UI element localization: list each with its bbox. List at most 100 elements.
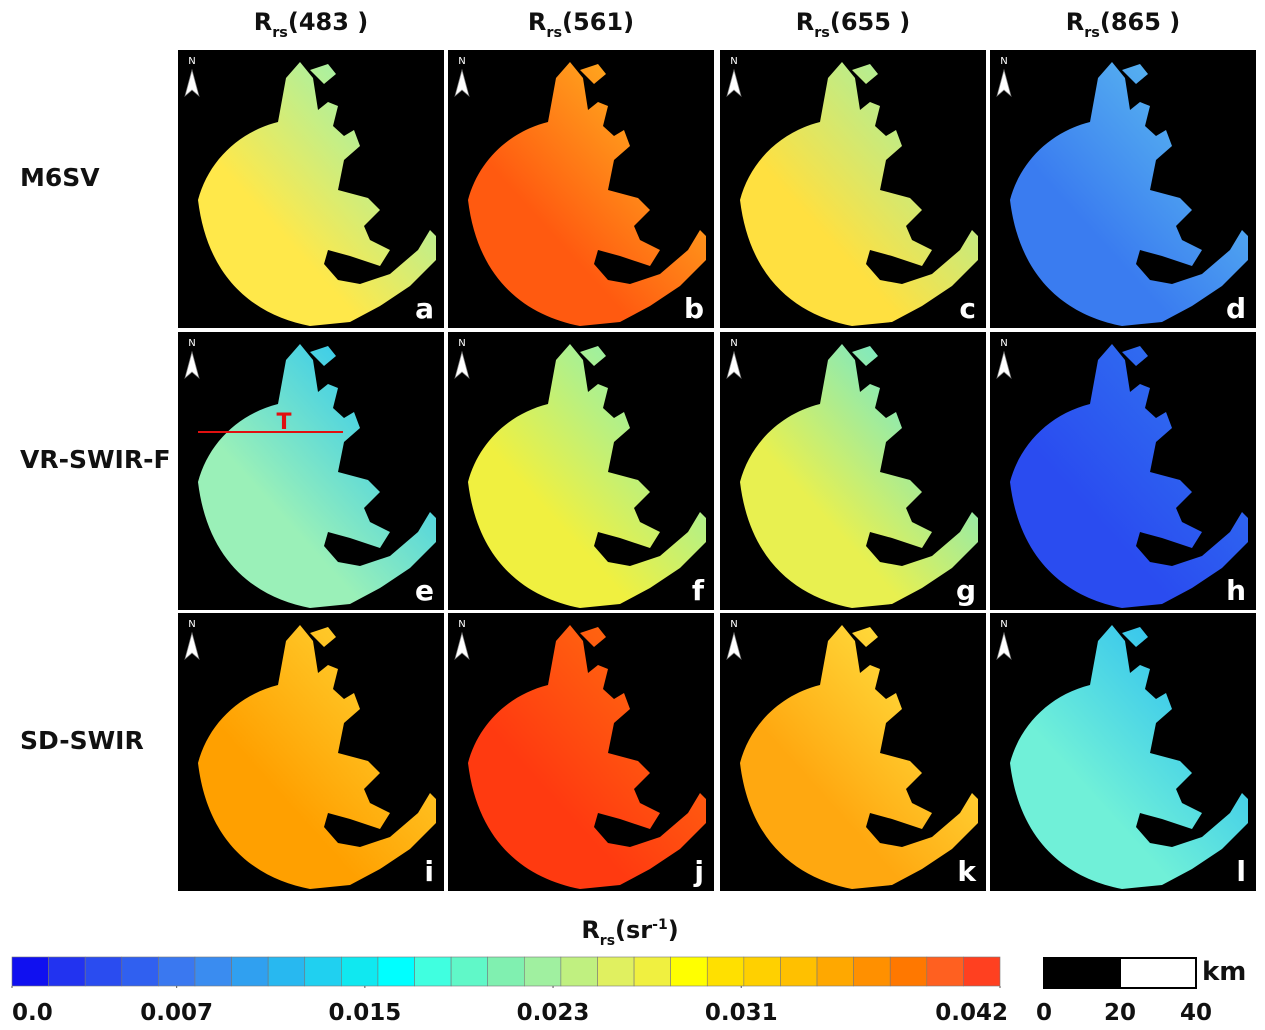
panel-letter: c [959, 292, 976, 325]
map-panel: Nc [720, 50, 986, 328]
panel-letter: f [692, 574, 705, 607]
map-panel: Ni [178, 613, 444, 891]
colorbar-cell [158, 956, 196, 987]
colorbar-tick-label: 0.007 [140, 1000, 213, 1026]
scale-unit: km [1202, 957, 1246, 987]
panel-letter: k [957, 855, 977, 888]
north-arrow [454, 631, 470, 661]
colorbar-cell [121, 956, 159, 987]
title-main: R [581, 916, 599, 944]
label-main: R [796, 8, 814, 36]
column-header: Rrs(865 ) [1066, 8, 1181, 41]
scale-tick-label: 0 [1036, 1000, 1052, 1026]
label-rest: (561) [562, 8, 634, 36]
column-header: Rrs(561) [528, 8, 634, 41]
row-label: SD-SWIR [20, 726, 144, 755]
colorbar-cell [487, 956, 525, 987]
colorbar-cell [231, 956, 269, 987]
panel-letter: h [1226, 574, 1246, 607]
colorbar-cell [633, 956, 671, 987]
north-arrow [726, 68, 742, 98]
map-panel: Nh [990, 332, 1256, 610]
north-arrow [454, 350, 470, 380]
north-label: N [458, 56, 465, 67]
scale-segment [1119, 957, 1197, 989]
label-sub: rs [1084, 25, 1100, 41]
north-label: N [1000, 338, 1007, 349]
north-arrow [184, 350, 200, 380]
colorbar-cell [11, 956, 49, 987]
label-sub: rs [546, 25, 562, 41]
title-sub: rs [600, 933, 615, 949]
colorbar-tick-label: 0.042 [935, 1000, 1008, 1026]
colorbar-cell [963, 956, 1001, 987]
label-main: R [528, 8, 546, 36]
map-panel: Nf [448, 332, 714, 610]
panel-letter: l [1236, 855, 1246, 888]
colorbar-cell [560, 956, 598, 987]
label-rest: (655 ) [830, 8, 910, 36]
title-rest: (sr [615, 916, 652, 944]
label-sub: rs [814, 25, 830, 41]
colorbar-cell [743, 956, 781, 987]
colorbar-tick-label: 0.015 [328, 1000, 401, 1026]
colorbar-title: Rrs(sr-1) [581, 916, 678, 949]
colorbar-cell [816, 956, 854, 987]
colorbar-cell [450, 956, 489, 987]
panel-letter: d [1226, 292, 1246, 325]
label-main: R [1066, 8, 1084, 36]
panel-letter: j [693, 855, 704, 888]
colorbar-cell [377, 956, 415, 987]
colorbar-tick-label: 0.023 [517, 1000, 590, 1026]
label-sub: rs [272, 25, 288, 41]
north-label: N [730, 56, 737, 67]
colorbar-cell [84, 956, 123, 987]
colorbar-cell [523, 956, 562, 987]
north-arrow [184, 68, 200, 98]
map-panel: Nj [448, 613, 714, 891]
label-rest: (483 ) [288, 8, 368, 36]
map-panel: Nl [990, 613, 1256, 891]
north-arrow [996, 631, 1012, 661]
colorbar-cell [304, 956, 342, 987]
colorbar-cell [706, 956, 745, 987]
colorbar-cell [670, 956, 708, 987]
colorbar-cell [194, 956, 232, 987]
panel-letter: g [956, 574, 976, 607]
north-label: N [188, 56, 195, 67]
map-panel: Ne T [178, 332, 444, 610]
colorbar-tick-label: 0.0 [12, 1000, 53, 1026]
colorbar-tick-label: 0.031 [705, 1000, 778, 1026]
row-label: M6SV [20, 163, 100, 192]
colorbar-cell [853, 956, 891, 987]
north-label: N [1000, 619, 1007, 630]
colorbar-cell [341, 956, 379, 987]
colorbar-cell [780, 956, 818, 987]
scale-segment [1043, 957, 1121, 989]
colorbar-cell [597, 956, 635, 987]
scale-tick-label: 20 [1104, 1000, 1136, 1026]
map-panel: Ng [720, 332, 986, 610]
north-arrow [996, 350, 1012, 380]
north-label: N [458, 338, 465, 349]
north-label: N [458, 619, 465, 630]
panel-letter: i [424, 855, 434, 888]
north-label: N [188, 619, 195, 630]
north-arrow [726, 350, 742, 380]
north-arrow [726, 631, 742, 661]
title-sup: -1 [652, 917, 668, 933]
north-label: N [730, 338, 737, 349]
north-arrow [454, 68, 470, 98]
north-label: N [1000, 56, 1007, 67]
colorbar-cell [267, 956, 306, 987]
label-rest: (865 ) [1100, 8, 1180, 36]
transect-label: T [276, 410, 291, 435]
colorbar-cell [414, 956, 452, 987]
colorbar-cell [926, 956, 964, 987]
label-main: R [254, 8, 272, 36]
north-arrow [996, 68, 1012, 98]
column-header: Rrs(655 ) [796, 8, 911, 41]
panel-letter: b [684, 292, 704, 325]
scale-tick-label: 40 [1180, 1000, 1212, 1026]
